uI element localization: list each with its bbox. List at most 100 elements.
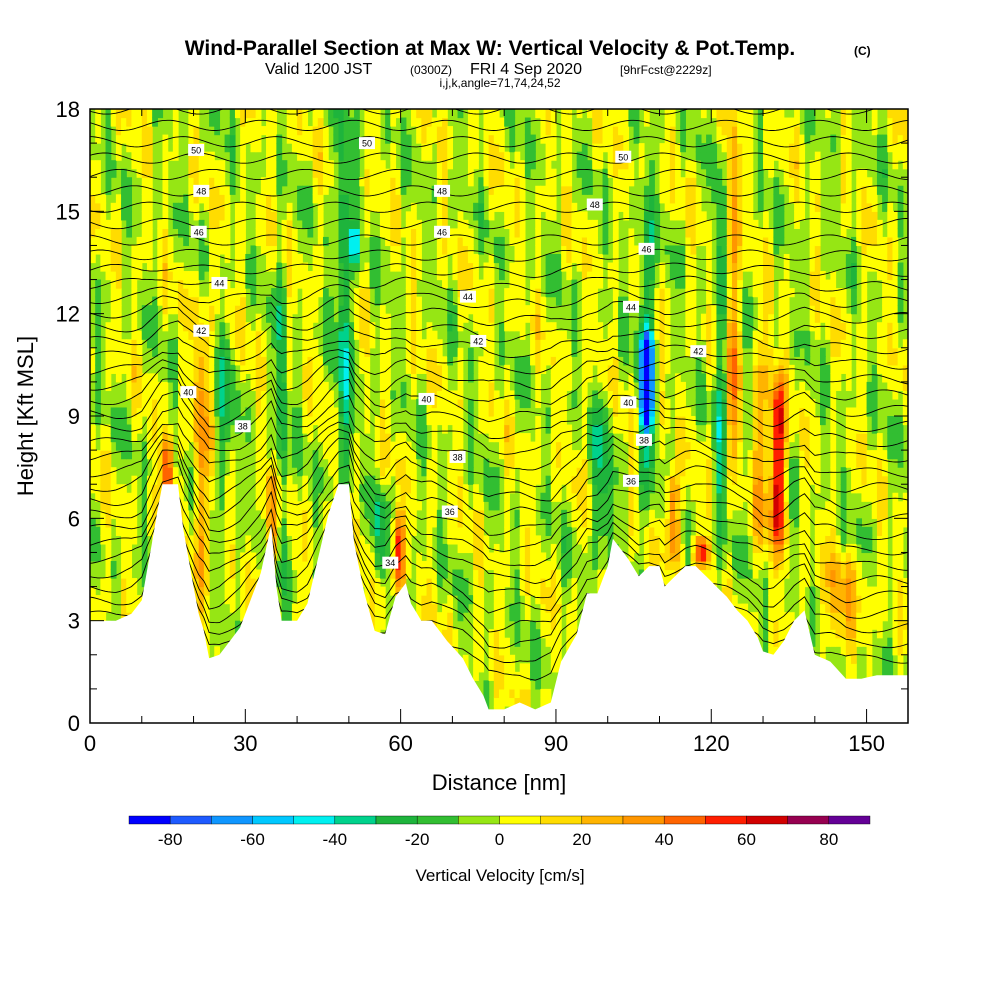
velocity-cell (524, 492, 531, 502)
velocity-cell (587, 262, 593, 272)
velocity-cell (421, 441, 428, 451)
velocity-cell (307, 288, 314, 298)
velocity-cell (317, 177, 324, 187)
velocity-cell (623, 126, 630, 136)
velocity-cell (499, 143, 505, 153)
velocity-cell (602, 109, 609, 119)
velocity-cell (395, 492, 402, 502)
velocity-cell (209, 296, 215, 306)
velocity-cell (136, 347, 143, 357)
velocity-cell (519, 552, 526, 562)
velocity-cell (209, 253, 215, 264)
velocity-cell (447, 518, 454, 528)
velocity-cell (431, 441, 438, 451)
velocity-cell (307, 364, 314, 374)
velocity-cell (530, 330, 536, 340)
velocity-cell (219, 373, 226, 383)
velocity-cell (193, 177, 200, 187)
velocity-cell (276, 407, 283, 417)
velocity-cell (390, 586, 397, 596)
velocity-cell (457, 518, 464, 528)
velocity-cell (183, 441, 189, 451)
velocity-cell (115, 501, 122, 511)
velocity-cell (354, 126, 360, 136)
velocity-cell (359, 330, 365, 340)
velocity-cell (348, 253, 355, 264)
velocity-cell (643, 364, 650, 374)
velocity-cell (416, 501, 422, 511)
velocity-cell (638, 416, 645, 426)
velocity-cell (136, 160, 143, 170)
velocity-cell (478, 637, 485, 647)
velocity-cell (281, 416, 288, 426)
velocity-cell (291, 245, 298, 255)
velocity-cell (478, 381, 485, 392)
velocity-cell (369, 603, 376, 613)
velocity-cell (421, 347, 428, 357)
velocity-cell (229, 288, 236, 298)
velocity-cell (587, 450, 593, 460)
velocity-cell (473, 143, 479, 153)
velocity-cell (473, 552, 479, 562)
velocity-cell (452, 228, 459, 238)
velocity-cell (291, 288, 298, 298)
velocity-cell (566, 364, 573, 374)
velocity-cell (322, 305, 329, 315)
velocity-cell (545, 501, 552, 511)
velocity-cell (493, 151, 500, 161)
velocity-cell (514, 356, 521, 366)
velocity-cell (623, 168, 630, 178)
velocity-cell (410, 526, 417, 536)
velocity-cell (447, 288, 454, 298)
velocity-cell (416, 253, 422, 264)
velocity-cell (426, 373, 433, 383)
velocity-cell (385, 356, 391, 366)
velocity-cell (348, 373, 355, 383)
velocity-cell (581, 390, 588, 400)
velocity-cell (110, 117, 117, 127)
velocity-cell (395, 262, 402, 272)
velocity-cell (307, 535, 314, 545)
velocity-cell (488, 271, 495, 281)
velocity-cell (436, 202, 443, 212)
velocity-cell (643, 373, 650, 383)
velocity-cell (602, 518, 609, 528)
velocity-cell (519, 535, 526, 545)
velocity-cell (183, 194, 189, 204)
velocity-cell (291, 279, 298, 289)
velocity-cell (597, 492, 604, 502)
velocity-cell (214, 262, 221, 272)
velocity-cell (90, 595, 96, 605)
velocity-cell (338, 211, 345, 221)
velocity-cell (209, 194, 215, 204)
velocity-cell (136, 245, 143, 255)
velocity-cell (421, 603, 428, 613)
velocity-cell (483, 398, 490, 409)
velocity-cell (126, 552, 133, 562)
velocity-cell (312, 168, 319, 178)
velocity-cell (416, 364, 422, 374)
velocity-cell (390, 526, 397, 536)
velocity-cell (333, 109, 340, 119)
velocity-cell (90, 211, 96, 221)
velocity-cell (198, 492, 205, 502)
velocity-cell (457, 501, 464, 511)
velocity-cell (240, 603, 246, 613)
velocity-cell (115, 245, 122, 255)
velocity-cell (555, 262, 562, 272)
velocity-cell (618, 194, 624, 204)
velocity-cell (183, 501, 189, 511)
velocity-cell (576, 492, 583, 502)
velocity-cell (633, 492, 640, 502)
velocity-cell (442, 253, 448, 264)
velocity-cell (250, 109, 257, 119)
velocity-cell (214, 296, 221, 306)
velocity-cell (281, 364, 288, 374)
velocity-cell (602, 433, 609, 443)
velocity-cell (519, 518, 526, 528)
velocity-cell (524, 373, 531, 383)
velocity-cell (581, 330, 588, 340)
velocity-cell (473, 492, 479, 502)
velocity-cell (260, 211, 267, 221)
velocity-cell (535, 586, 542, 596)
